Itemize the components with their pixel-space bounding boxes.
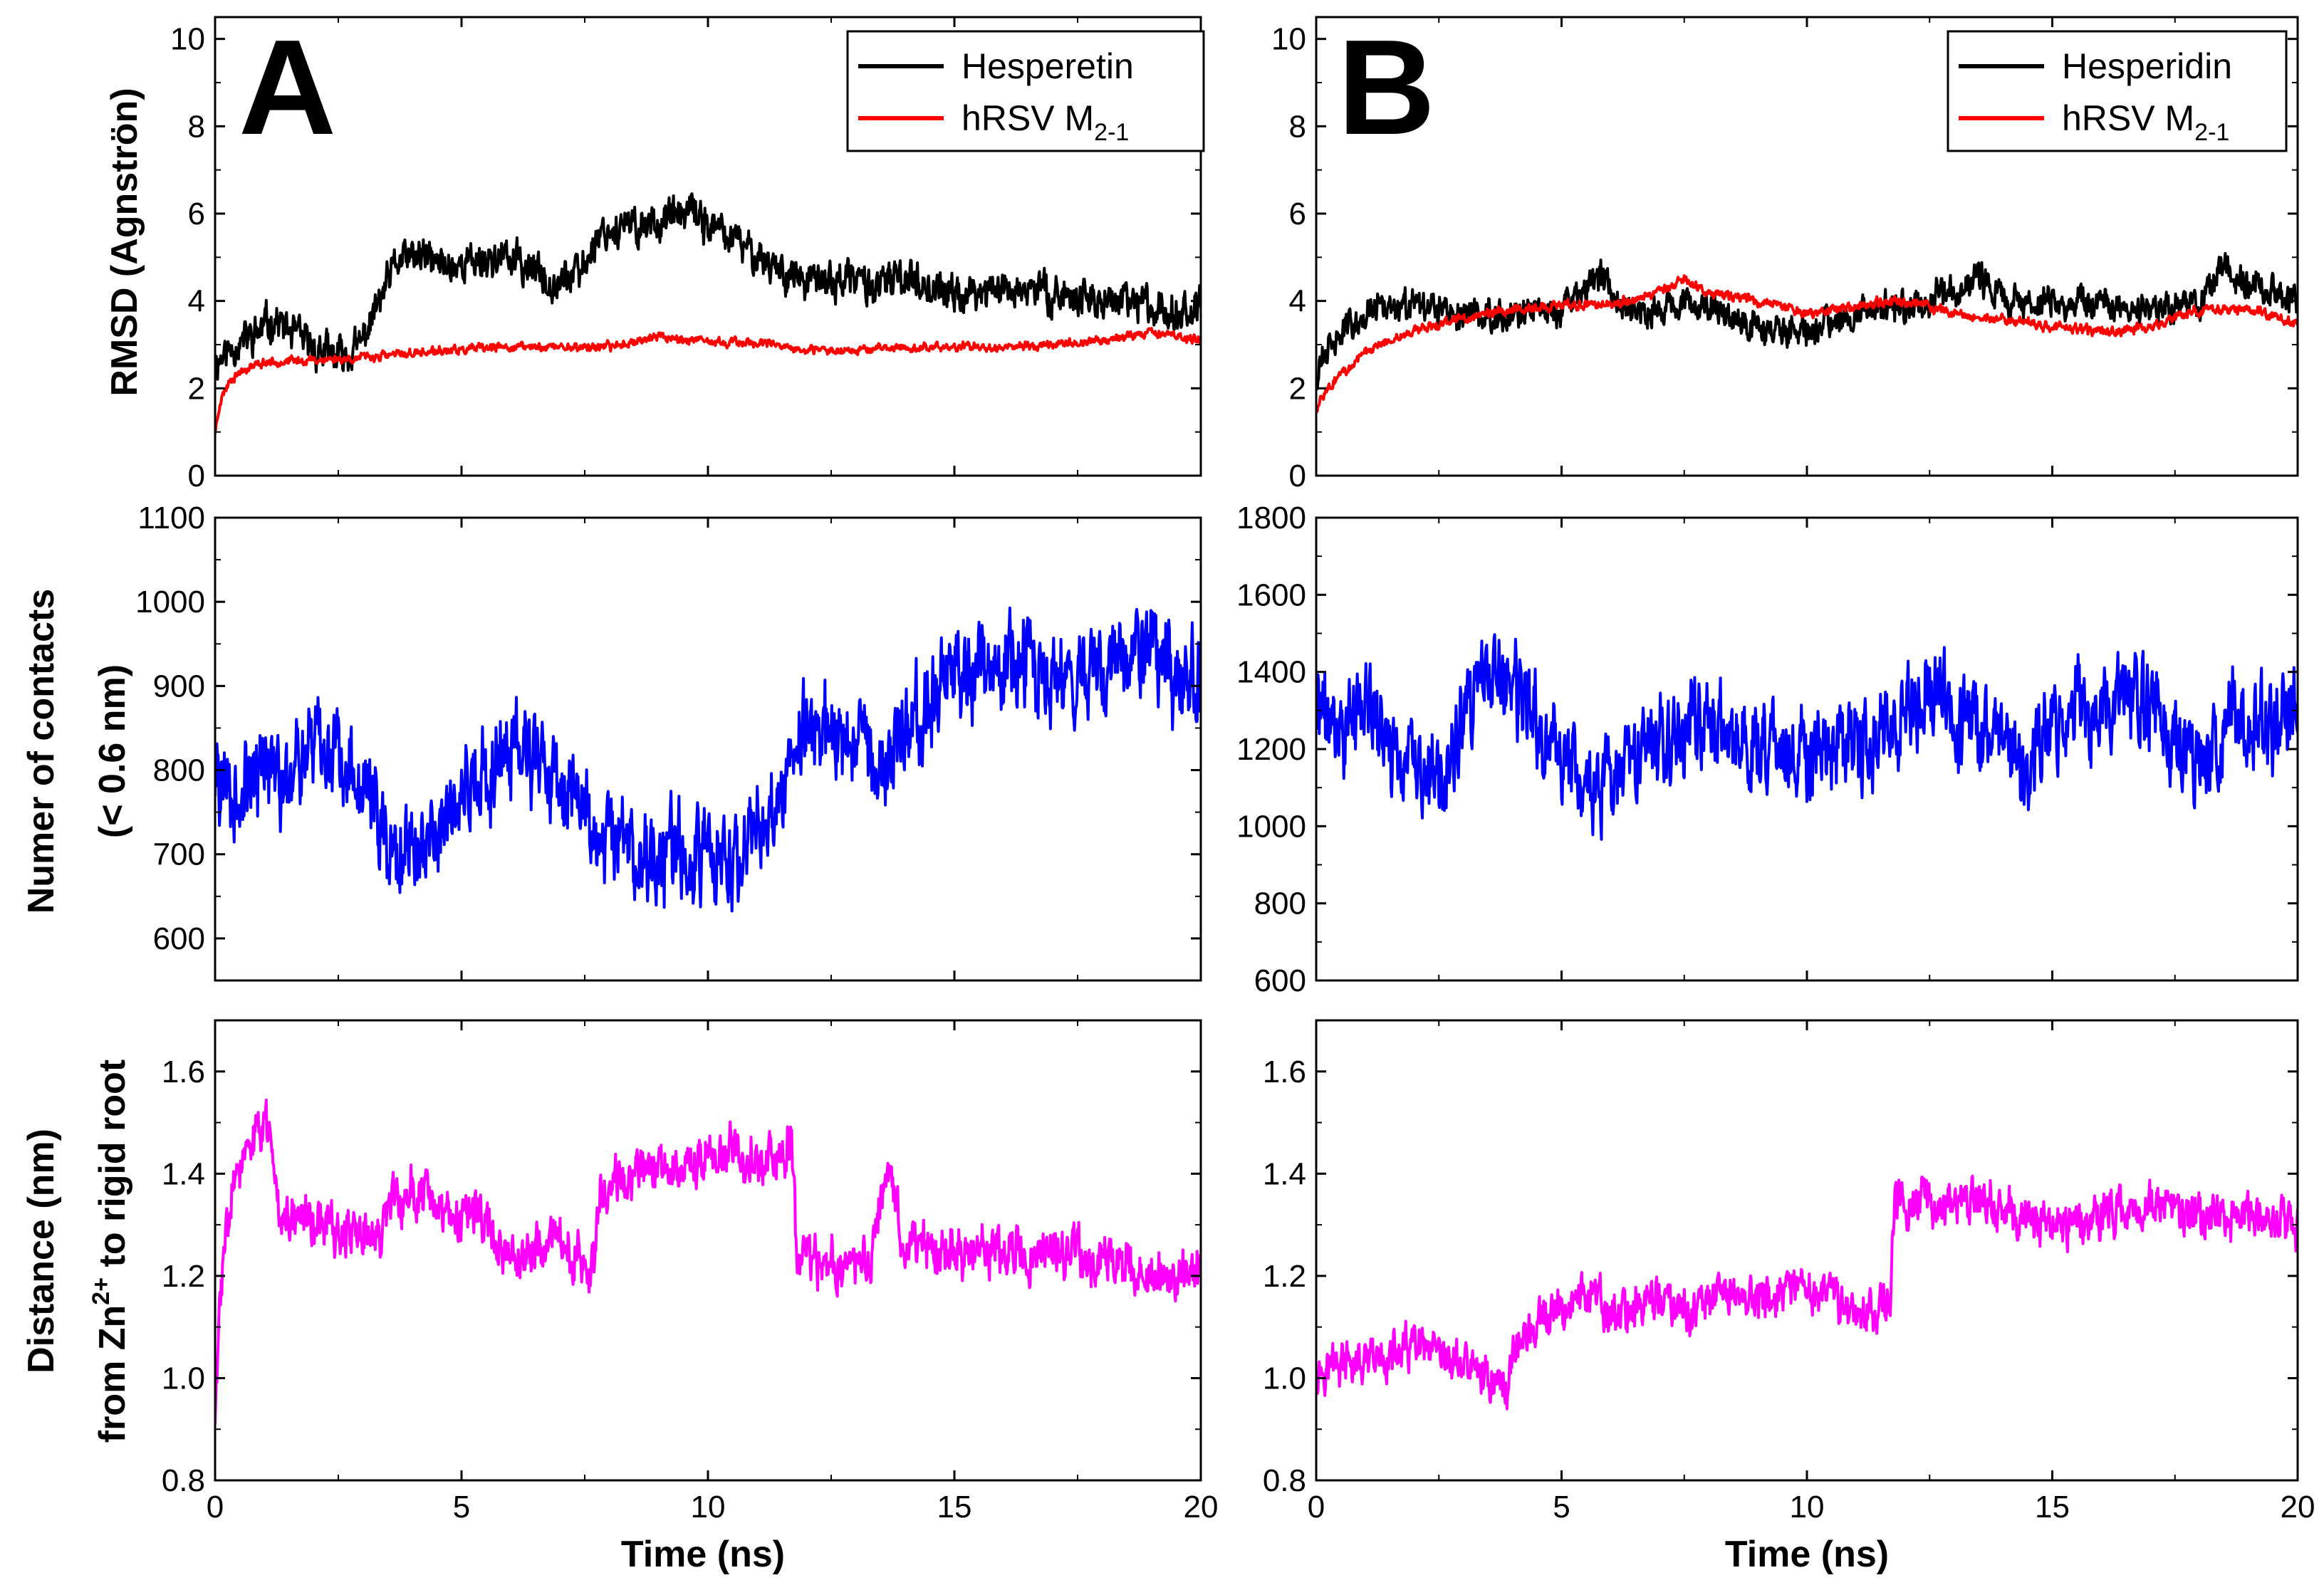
x-tick-label: 20 <box>2281 1490 2315 1524</box>
y-tick-label: 600 <box>1254 963 1306 998</box>
x-tick-label: 10 <box>1790 1490 1825 1524</box>
ylabel-contacts-line2: (< 0.6 nm) <box>92 664 133 838</box>
series-B-contacts-primary <box>1316 633 2298 841</box>
panel-label-a: A <box>239 12 336 163</box>
y-tick-label: 1.6 <box>162 1055 205 1089</box>
y-tick-label: 10 <box>1271 22 1306 57</box>
y-tick-label: 800 <box>1254 886 1306 921</box>
y-tick-label: 8 <box>188 109 205 144</box>
y-tick-label: 6 <box>1289 197 1306 231</box>
chart-B-rmsd: 0 2 4 6 8 10 <box>1271 16 2299 493</box>
legend-a-ligand-label: Hesperetin <box>962 46 1134 86</box>
y-tick-label: 1400 <box>1236 655 1306 690</box>
ylabel-distance-line2: from Zn2+ to rigid root <box>88 1060 133 1443</box>
y-tick-label: 1800 <box>1236 501 1306 535</box>
y-tick-label: 1000 <box>1236 809 1306 844</box>
x-tick-label: 10 <box>691 1490 726 1524</box>
xlabel-a: Time (ns) <box>621 1534 785 1575</box>
legend-a: Hesperetin hRSV M2-1 <box>846 30 1205 152</box>
y-tick-label: 4 <box>1289 284 1306 319</box>
y-tick-label: 0 <box>188 459 205 493</box>
y-tick-label: 900 <box>153 669 205 704</box>
x-tick-label: 5 <box>453 1490 470 1524</box>
y-tick-label: 0.8 <box>1263 1463 1306 1498</box>
series-B-distance-primary <box>1316 1174 2298 1411</box>
y-tick-label: 600 <box>153 921 205 956</box>
y-tick-label: 800 <box>153 753 205 788</box>
chart-B-contacts: 600 800 1000 1200 1400 1600 1800 <box>1236 501 2299 998</box>
y-tick-label: 700 <box>153 837 205 872</box>
chart-B-distance: 0 5 10 15 20 0.8 1.0 1.2 1.4 1.6 <box>1263 1019 2315 1524</box>
chart-A-distance: 0 5 10 15 20 0.8 1.0 1.2 1.4 1.6 <box>162 1019 1219 1524</box>
ylabel-contacts-line1: Numer of contacts <box>21 589 62 914</box>
x-tick-label: 15 <box>2035 1490 2070 1524</box>
y-tick-label: 1.2 <box>162 1259 205 1294</box>
ylabel-distance-post: to rigid root <box>92 1060 133 1277</box>
series-A-contacts-primary <box>215 606 1201 913</box>
y-tick-label: 1.0 <box>1263 1361 1306 1396</box>
legend-b-protein-base: hRSV M <box>2062 98 2194 138</box>
ylabel-rmsd: RMSD (Agnströn) <box>104 88 145 396</box>
x-tick-label: 15 <box>937 1490 972 1524</box>
xlabel-b: Time (ns) <box>1725 1534 1889 1575</box>
legend-b-ligand-label: Hesperidin <box>2062 46 2232 86</box>
x-tick-label: 0 <box>1308 1490 1325 1524</box>
x-tick-label: 20 <box>1184 1490 1219 1524</box>
legend-a-frame <box>846 30 1205 152</box>
y-tick-label: 1.0 <box>162 1361 205 1396</box>
ylabel-distance-pre: from Zn <box>92 1305 133 1443</box>
legend-a-protein-label: hRSV M2-1 <box>962 98 1129 146</box>
legend-a-protein-sub: 2-1 <box>1094 119 1129 146</box>
y-tick-label: 1100 <box>137 501 205 535</box>
y-tick-label: 8 <box>1289 109 1306 144</box>
y-tick-label: 1.4 <box>162 1156 205 1191</box>
y-tick-label: 1.2 <box>1263 1259 1306 1294</box>
series-A-distance-primary <box>215 1098 1201 1424</box>
legend-b: Hesperidin hRSV M2-1 <box>1947 30 2288 152</box>
x-tick-label: 0 <box>207 1490 224 1524</box>
series-A-rmsd-primary <box>215 192 1201 381</box>
y-tick-label: 6 <box>188 197 205 231</box>
legend-b-frame <box>1947 30 2288 152</box>
y-tick-label: 0.8 <box>162 1463 205 1498</box>
y-tick-label: 1200 <box>1236 732 1306 767</box>
legend-b-protein-sub: 2-1 <box>2194 119 2229 146</box>
chart-A-contacts: 600 700 800 900 1000 1100 <box>135 501 1202 982</box>
ylabel-distance-line1: Distance (nm) <box>21 1129 62 1374</box>
chart-A-rmsd: 0 2 4 6 8 10 <box>170 16 1202 493</box>
y-tick-label: 2 <box>1289 371 1306 406</box>
series-B-rmsd-secondary <box>1316 274 2298 414</box>
series-A-rmsd-secondary <box>215 327 1201 434</box>
y-tick-label: 1.6 <box>1263 1055 1306 1089</box>
y-tick-label: 0 <box>1289 459 1306 493</box>
y-tick-label: 1.4 <box>1263 1156 1306 1191</box>
y-tick-label: 10 <box>170 22 205 57</box>
y-tick-label: 4 <box>188 284 205 319</box>
legend-b-protein-label: hRSV M2-1 <box>2062 98 2229 146</box>
ylabel-distance-sup: 2+ <box>88 1277 115 1305</box>
x-tick-label: 5 <box>1553 1490 1570 1524</box>
panel-label-b: B <box>1338 12 1435 163</box>
y-tick-label: 2 <box>188 371 205 406</box>
y-tick-label: 1000 <box>135 585 205 619</box>
legend-a-protein-base: hRSV M <box>962 98 1094 138</box>
y-tick-label: 1600 <box>1236 577 1306 612</box>
